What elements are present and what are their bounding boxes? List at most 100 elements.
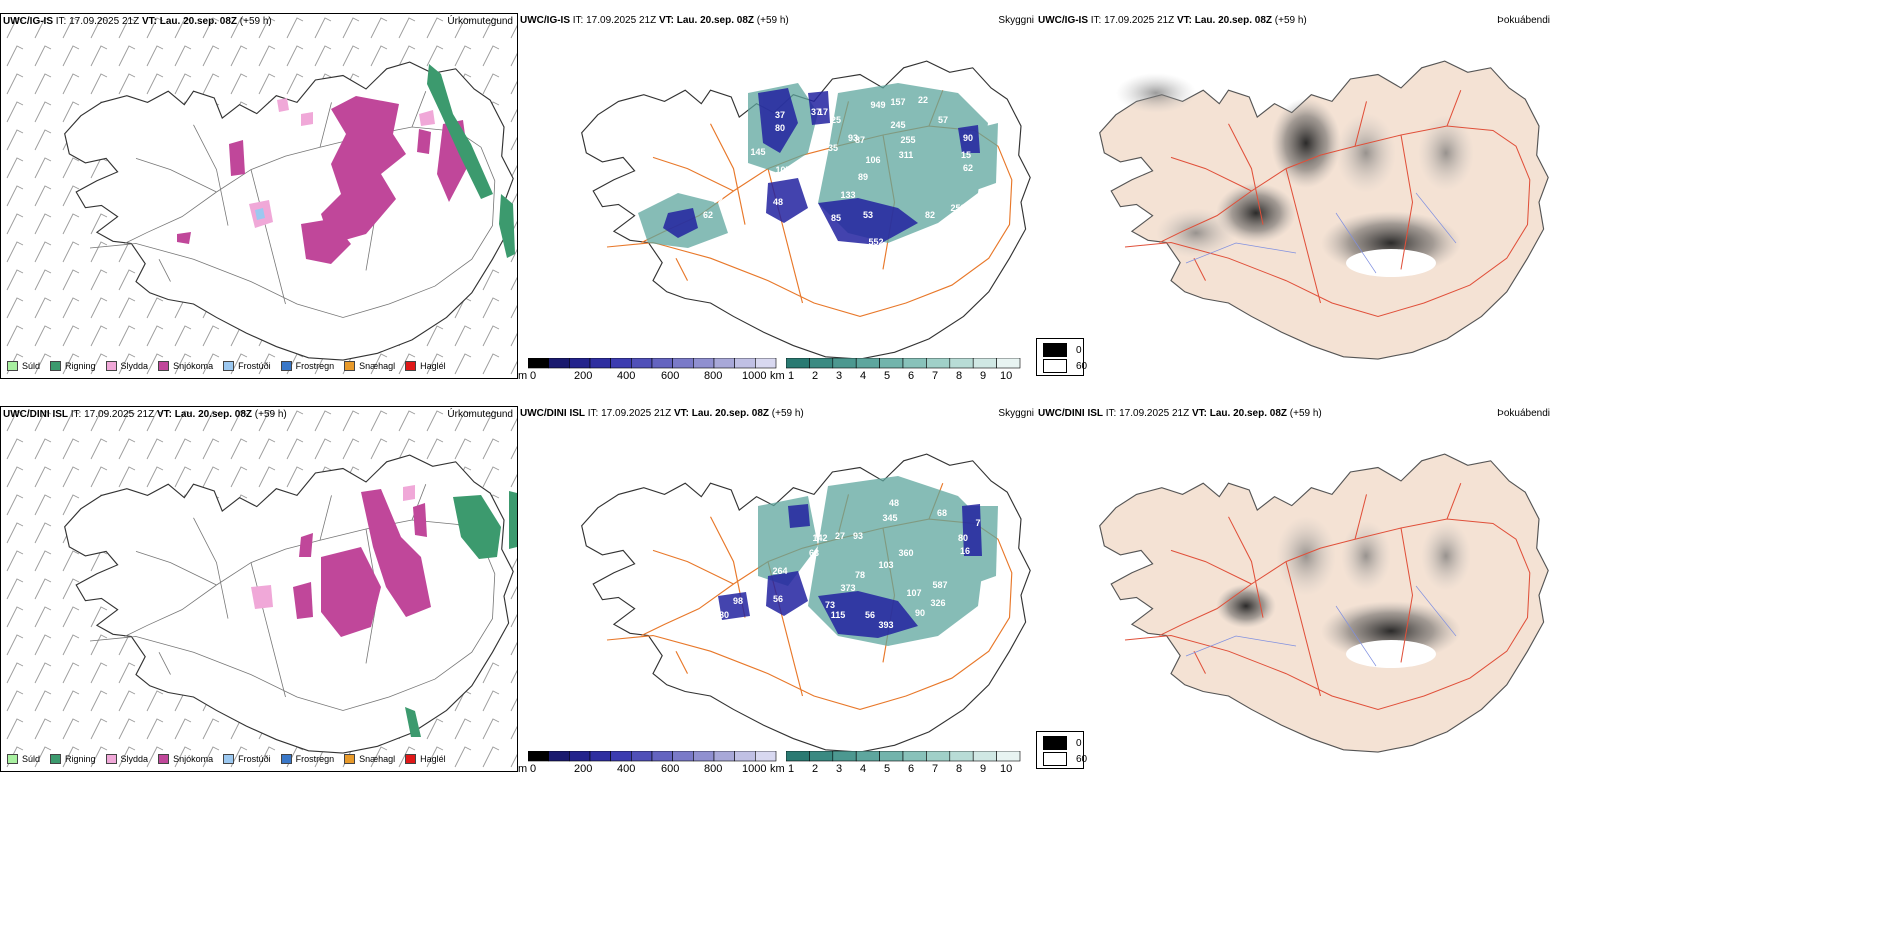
header-row2-precip: UWC/DINI ISL IT: 17.09.2025 21Z VT: Lau.…	[3, 409, 287, 420]
cloud-base-value-label: 360	[898, 548, 913, 558]
sleet-areas	[251, 485, 415, 609]
cloud-base-value-label: 87	[855, 135, 865, 145]
cloud-base-value-label: 96	[758, 215, 768, 225]
colorbar-segment	[631, 751, 653, 762]
legend-swatch	[105, 361, 117, 371]
colorbar-segment	[693, 358, 715, 369]
fog-shading	[1216, 516, 1471, 661]
visibility-unit: km	[770, 370, 785, 379]
cloud-panel-row2: 98 80 10 56 264 63 142 27 73 115 56 393 90 326 587 107 3…	[518, 406, 1036, 772]
legend-item: Rigning	[50, 361, 96, 371]
legend-item: Frostúði	[223, 361, 271, 371]
legend-swatch	[50, 754, 62, 764]
cloud-base-tick: 1000	[742, 763, 767, 772]
visibility-tick: 7	[932, 370, 939, 379]
colorbar-segment	[672, 751, 694, 762]
cloud-panel-row1: 72 48 62 96 107 80 37 145 378 59 93 35 133 85 53 89 106 2…	[518, 13, 1036, 379]
legend-swatch	[7, 361, 18, 371]
visibility-tick: 2	[812, 763, 819, 772]
colorbar-segment	[651, 751, 673, 762]
cloud-base-tick: 200	[574, 370, 593, 379]
visibility-tick: 5	[884, 370, 891, 379]
legend-item: Frostregn	[280, 754, 334, 764]
legend-swatch	[50, 361, 62, 371]
colorbar-segment	[902, 358, 927, 369]
cloud-base-value-label: 68	[937, 508, 947, 518]
precip-title: Úrkomutegund	[447, 16, 513, 27]
cloud-base-value-label: 373	[840, 583, 855, 593]
cloud-base-unit: m	[518, 763, 528, 772]
header-row1-precip: UWC/IG-IS IT: 17.09.2025 21Z VT: Lau. 20…	[3, 16, 272, 27]
visibility-tick: 4	[860, 370, 867, 379]
cloud-base-value-label: 949	[870, 100, 885, 110]
colorbar-segment	[926, 358, 951, 369]
colorbar-segment	[996, 358, 1021, 369]
cloud-base-value-label: 106	[865, 155, 880, 165]
rain-areas	[427, 64, 515, 258]
header-row1-cloud: UWC/IG-IS IT: 17.09.2025 21Z VT: Lau. 20…	[520, 15, 789, 26]
cloud-base-value-label: 90	[915, 608, 925, 618]
visibility-colorbar: km 1 2 3 4 5 6 7 8 9 10	[770, 751, 1021, 772]
colorbar-segment	[589, 751, 611, 762]
colorbar-segment	[902, 751, 927, 762]
visibility-tick: 3	[836, 763, 843, 772]
cloud-base-value-label: 17	[818, 107, 828, 117]
fog-map-row2	[1099, 453, 1549, 753]
colorbar-segment	[548, 751, 570, 762]
colorbar-segment	[569, 358, 591, 369]
fog-swatch	[1043, 736, 1067, 750]
cloud-base-value-label: 72	[713, 195, 723, 205]
legend-swatch	[158, 361, 170, 371]
colorbar-segment	[610, 751, 632, 762]
visibility-tick: 6	[908, 763, 915, 772]
colorbar-segment	[809, 751, 834, 762]
colorbar-segment	[569, 751, 591, 762]
cloud-base-value-label: 73	[825, 600, 835, 610]
cloud-base-value-label: 133	[840, 190, 855, 200]
cloud-base-value-label: 98	[733, 596, 743, 606]
cloud-base-value-label: 93	[853, 531, 863, 541]
cloud-base-value-label: 56	[865, 610, 875, 620]
visibility-tick: 8	[956, 370, 963, 379]
cloud-base-tick: 1000	[742, 370, 767, 379]
legend-swatch	[223, 361, 235, 371]
colorbar-segment	[589, 358, 611, 369]
cloud-base-value-label: 57	[938, 115, 948, 125]
visibility-tick: 9	[980, 370, 987, 379]
colorbar-segment	[610, 358, 632, 369]
legend-item: Frostregn	[280, 361, 334, 371]
fog-panel-row2: UWC/DINI ISL IT: 17.09.2025 21Z VT: Lau.…	[1036, 406, 1556, 772]
legend-item: Snæhagl	[344, 361, 395, 371]
legend-item: Slydda	[105, 754, 148, 764]
visibility-tick: 10	[1000, 370, 1013, 379]
colorbar-segment	[693, 751, 715, 762]
cloud-base-tick: 0	[530, 370, 537, 379]
visibility-bar	[786, 751, 1021, 762]
fog-legend-row1: 0 60	[1036, 338, 1087, 376]
legend-swatch	[405, 754, 417, 764]
cloud-base-value-label: 345	[882, 513, 897, 523]
colorbar-segment	[832, 751, 857, 762]
colorbar-segment	[734, 358, 756, 369]
colorbar-segment	[528, 358, 549, 369]
cloud-base-value-label: 62	[703, 210, 713, 220]
cloud-base-value-label: 107	[906, 588, 921, 598]
cloud-base-value-label: 90	[963, 133, 973, 143]
cloud-title: Skyggni	[998, 408, 1034, 419]
cloud-base-value-label: 22	[918, 95, 928, 105]
cloud-base-tick: 200	[574, 763, 593, 772]
fog-legend-item: 60	[1043, 752, 1087, 766]
legend-item: Snæhagl	[344, 754, 395, 764]
cloud-base-tick: 400	[617, 763, 636, 772]
value-labels-row1: 72 48 62 96 107 80 37 145 378 59 93 35 133 85 53 89 106 2…	[703, 95, 973, 247]
colorbar-segment	[996, 751, 1021, 762]
visibility-tick: 1	[788, 370, 795, 379]
legend-item: Haglél	[405, 754, 446, 764]
header-row1-fog: UWC/IG-IS IT: 17.09.2025 21Z VT: Lau. 20…	[1038, 15, 1307, 26]
colorbar-segment	[713, 751, 735, 762]
colorbar-segment	[755, 751, 777, 762]
fog-legend-row2: 0 60	[1036, 731, 1087, 769]
colorbar-segment	[786, 358, 810, 369]
cloud-base-value-label: 80	[958, 533, 968, 543]
precip-panel-row1: UWC/IG-IS IT: 17.09.2025 21Z VT: Lau. 20…	[0, 13, 518, 379]
